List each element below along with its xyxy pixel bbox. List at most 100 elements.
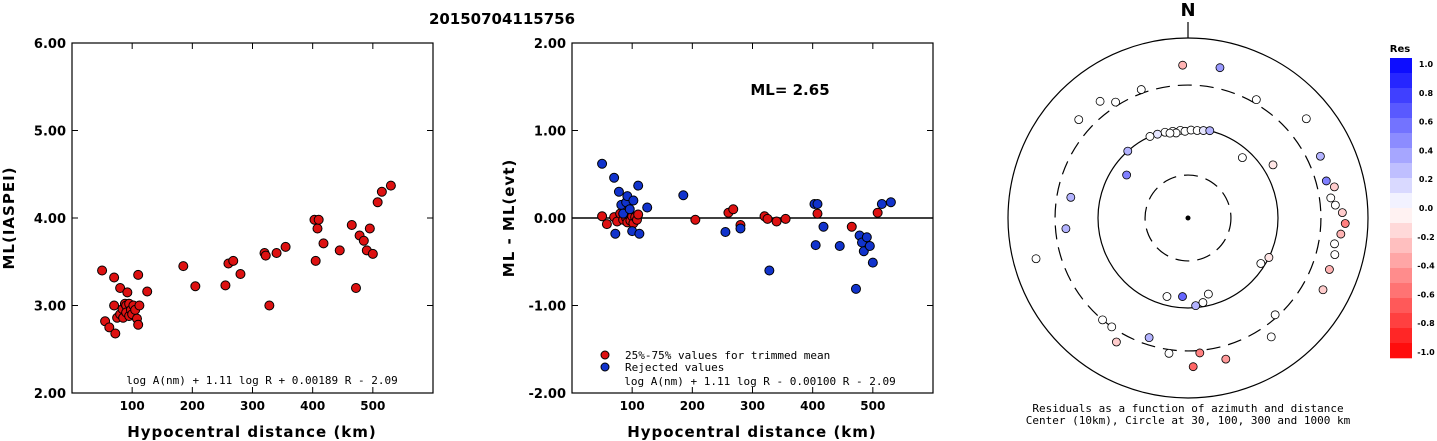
colorbar-tick-label: -0.4 bbox=[1417, 262, 1435, 271]
colorbar-cell bbox=[1390, 283, 1412, 299]
station-point bbox=[1203, 289, 1213, 299]
data-point bbox=[613, 186, 624, 197]
data-point bbox=[97, 265, 108, 276]
station-point bbox=[1095, 96, 1105, 106]
left-data-points bbox=[97, 180, 396, 339]
distance-ring bbox=[1007, 37, 1369, 399]
colorbar-tick-labels: 1.0 0.8 0.6 0.4 0.2 0.0 -0.2 -0.4 -0.6 -0.8 -1.0 bbox=[1417, 60, 1435, 357]
x-tick-label: 400 bbox=[300, 399, 325, 413]
data-point bbox=[597, 211, 608, 222]
data-point bbox=[601, 219, 612, 230]
colorbar-cell bbox=[1390, 58, 1412, 74]
station-point bbox=[1330, 200, 1340, 210]
data-point bbox=[864, 241, 875, 251]
colorbar-cell bbox=[1390, 163, 1412, 179]
y-tick-label: 2.00 bbox=[534, 37, 566, 52]
station-point bbox=[1074, 115, 1084, 125]
colorbar-tick-label: -1.0 bbox=[1417, 348, 1435, 357]
station-point bbox=[1337, 208, 1347, 218]
azimuth-residual-plot: N Residuals as a function of azimuth and… bbox=[1007, 0, 1369, 427]
data-point bbox=[367, 248, 378, 259]
legend: 25%-75% values for trimmed mean Rejected… bbox=[600, 349, 830, 374]
data-point bbox=[133, 319, 144, 330]
station-point bbox=[1329, 182, 1339, 192]
data-point bbox=[358, 235, 369, 246]
x-tick-label: 100 bbox=[620, 399, 645, 413]
station-point bbox=[1266, 332, 1276, 342]
x-tick-label: 500 bbox=[360, 399, 385, 413]
station-point bbox=[1221, 354, 1231, 364]
y-tick-label: 0.00 bbox=[534, 212, 566, 227]
left-plot-frame bbox=[71, 42, 434, 394]
station-point bbox=[1153, 129, 1162, 139]
data-point bbox=[364, 223, 375, 234]
data-point bbox=[134, 300, 145, 311]
station-point bbox=[1205, 126, 1215, 136]
station-point bbox=[1264, 253, 1274, 262]
colorbar-tick-label: -0.6 bbox=[1417, 290, 1435, 299]
data-point bbox=[190, 281, 201, 292]
station-point bbox=[1215, 63, 1225, 73]
station-point bbox=[1031, 254, 1041, 264]
station-point bbox=[1178, 292, 1187, 301]
legend-label-trimmed: 25%-75% values for trimmed mean bbox=[625, 349, 830, 362]
station-point bbox=[1251, 95, 1261, 105]
y-tick-label: 2.00 bbox=[34, 387, 66, 402]
station-point bbox=[1326, 193, 1336, 203]
azimuth-caption-line2: Center (10km), Circle at 30, 100, 300 an… bbox=[1026, 414, 1351, 427]
legend-label-rejected: Rejected values bbox=[625, 361, 724, 374]
colorbar-tick-label: 1.0 bbox=[1419, 60, 1434, 69]
data-point bbox=[812, 199, 823, 209]
data-point bbox=[728, 204, 739, 215]
data-point bbox=[810, 240, 821, 251]
left-formula: log A(nm) + 1.11 log R + 0.00189 R - 2.0… bbox=[126, 374, 398, 387]
data-point bbox=[678, 190, 689, 201]
data-point bbox=[597, 158, 608, 169]
station-point bbox=[1145, 132, 1155, 141]
data-point bbox=[867, 257, 878, 268]
station-point bbox=[1098, 315, 1107, 325]
station-point bbox=[1195, 348, 1205, 358]
colorbar-cell bbox=[1390, 103, 1412, 119]
data-point bbox=[624, 204, 635, 215]
data-point bbox=[110, 328, 121, 339]
colorbar-cell bbox=[1390, 298, 1412, 314]
station-point bbox=[1111, 97, 1120, 107]
data-point bbox=[633, 180, 644, 191]
data-point bbox=[876, 199, 887, 209]
data-point bbox=[109, 272, 120, 283]
station-point bbox=[1321, 176, 1331, 186]
data-point bbox=[318, 238, 329, 249]
ml-annotation: ML= 2.65 bbox=[750, 81, 829, 99]
residual-vs-distance-chart: 100 200 300 400 500 -2.00 -1.00 0.00 1.00 2.00 ML… bbox=[500, 37, 934, 441]
data-point bbox=[720, 227, 731, 237]
colorbar-tick-label: 0.0 bbox=[1419, 204, 1434, 213]
data-point bbox=[109, 300, 120, 311]
station-point bbox=[1122, 170, 1132, 180]
data-point bbox=[642, 202, 653, 213]
middle-data-points bbox=[597, 158, 896, 294]
residual-colorbar: Res 1.0 0.8 0.6 0.4 0.2 0.0 -0.2 -0.4 -0.6 -0.8 -1… bbox=[1390, 44, 1435, 359]
colorbar-cell bbox=[1390, 133, 1412, 149]
colorbar-cell bbox=[1390, 268, 1412, 284]
colorbar-cell bbox=[1390, 88, 1412, 104]
y-tick-label: 5.00 bbox=[34, 125, 66, 140]
station-point bbox=[1162, 292, 1172, 301]
station-point bbox=[1340, 219, 1350, 228]
colorbar-cell bbox=[1390, 238, 1412, 254]
data-point bbox=[260, 250, 271, 261]
y-tick-label: -2.00 bbox=[529, 387, 566, 402]
data-point bbox=[628, 195, 639, 206]
data-point bbox=[735, 223, 746, 234]
colorbar-cell bbox=[1390, 193, 1412, 209]
station-point bbox=[1123, 146, 1133, 156]
x-tick-label: 300 bbox=[240, 399, 265, 413]
station-point bbox=[1198, 298, 1208, 307]
data-point bbox=[850, 283, 861, 294]
middle-axis-ticks: 100 200 300 400 500 -2.00 -1.00 0.00 1.00 2.00 bbox=[529, 37, 933, 413]
y-tick-label: -1.00 bbox=[529, 300, 566, 315]
data-point bbox=[372, 197, 383, 208]
data-point bbox=[812, 208, 823, 219]
colorbar-tick-label: 0.2 bbox=[1419, 175, 1433, 184]
